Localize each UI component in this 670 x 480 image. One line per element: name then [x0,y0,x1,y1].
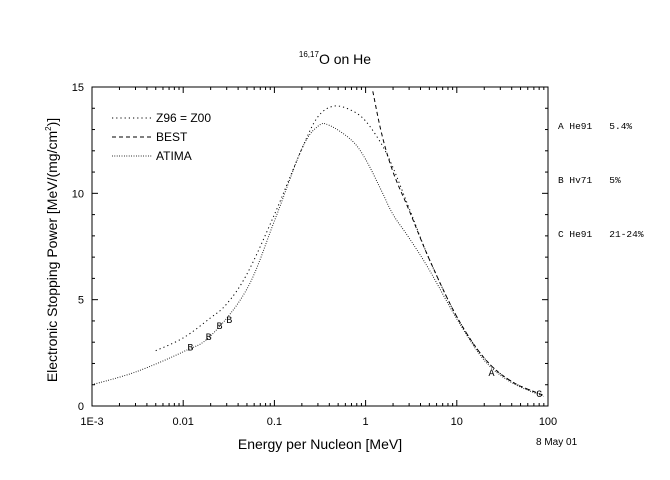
date-stamp: 8 May 01 [536,437,578,448]
y-axis-label-sup: 2 [44,126,53,131]
reference-list: A He91 5.4% B Hv71 5% C He91 21-24% [558,82,644,262]
series-layer [91,91,544,397]
legend-swatch-best [112,136,152,137]
y-tick-label: 5 [78,295,84,307]
series-z96-z00-line [155,105,544,396]
legend-entry-z96: Z96 = Z00 [112,108,211,127]
legend-label-best: BEST [156,129,188,144]
data-point-a: A [488,369,494,380]
legend-entry-atima: ATIMA [112,146,211,165]
data-point-c: C [536,390,542,401]
title-isotope-mass: 16,17 [298,50,319,59]
x-tick-label: 100 [539,416,557,428]
x-axis-label: Energy per Nucleon [MeV] [237,436,403,452]
data-point-b: B [216,322,222,333]
y-tick-label: 10 [72,188,84,200]
reference-entry-b: B Hv71 5% [558,175,621,186]
data-point-b: B [206,333,212,344]
legend-label-z96: Z96 = Z00 [156,110,212,125]
series-best-line [372,91,544,396]
data-point-b: B [226,316,232,327]
reference-entry-a: A He91 5.4% [558,121,633,132]
reference-entry-c: C He91 21-24% [558,229,644,240]
legend-entry-best: BEST [112,127,211,146]
legend-swatch-atima [112,155,152,156]
legend-swatch-z96 [112,117,152,118]
x-tick-label: 10 [451,416,463,428]
y-tick-label: 15 [72,82,84,94]
y-axis-label-main: Electronic Stopping Power [MeV/(mg/cm [44,130,60,383]
y-axis-label-end: )] [44,117,60,127]
legend-label-atima: ATIMA [156,148,192,163]
x-tick-label: 1E-3 [80,416,103,428]
data-point-b: B [187,343,193,354]
y-axis-label: Electronic Stopping Power [MeV/(mg/cm2)] [44,85,60,415]
chart-title: 16,17O on He [0,50,670,67]
axes: 1E-3 0.01 0.1 1 10 100 0 5 10 15 [72,82,557,428]
y-tick-label: 0 [78,401,84,413]
legend: Z96 = Z00 BEST ATIMA [112,108,211,165]
x-tick-label: 0.1 [267,416,282,428]
x-tick-label: 1 [363,416,369,428]
x-tick-label: 0.01 [172,416,193,428]
title-text: O on He [318,51,372,67]
plot-frame [91,86,549,407]
